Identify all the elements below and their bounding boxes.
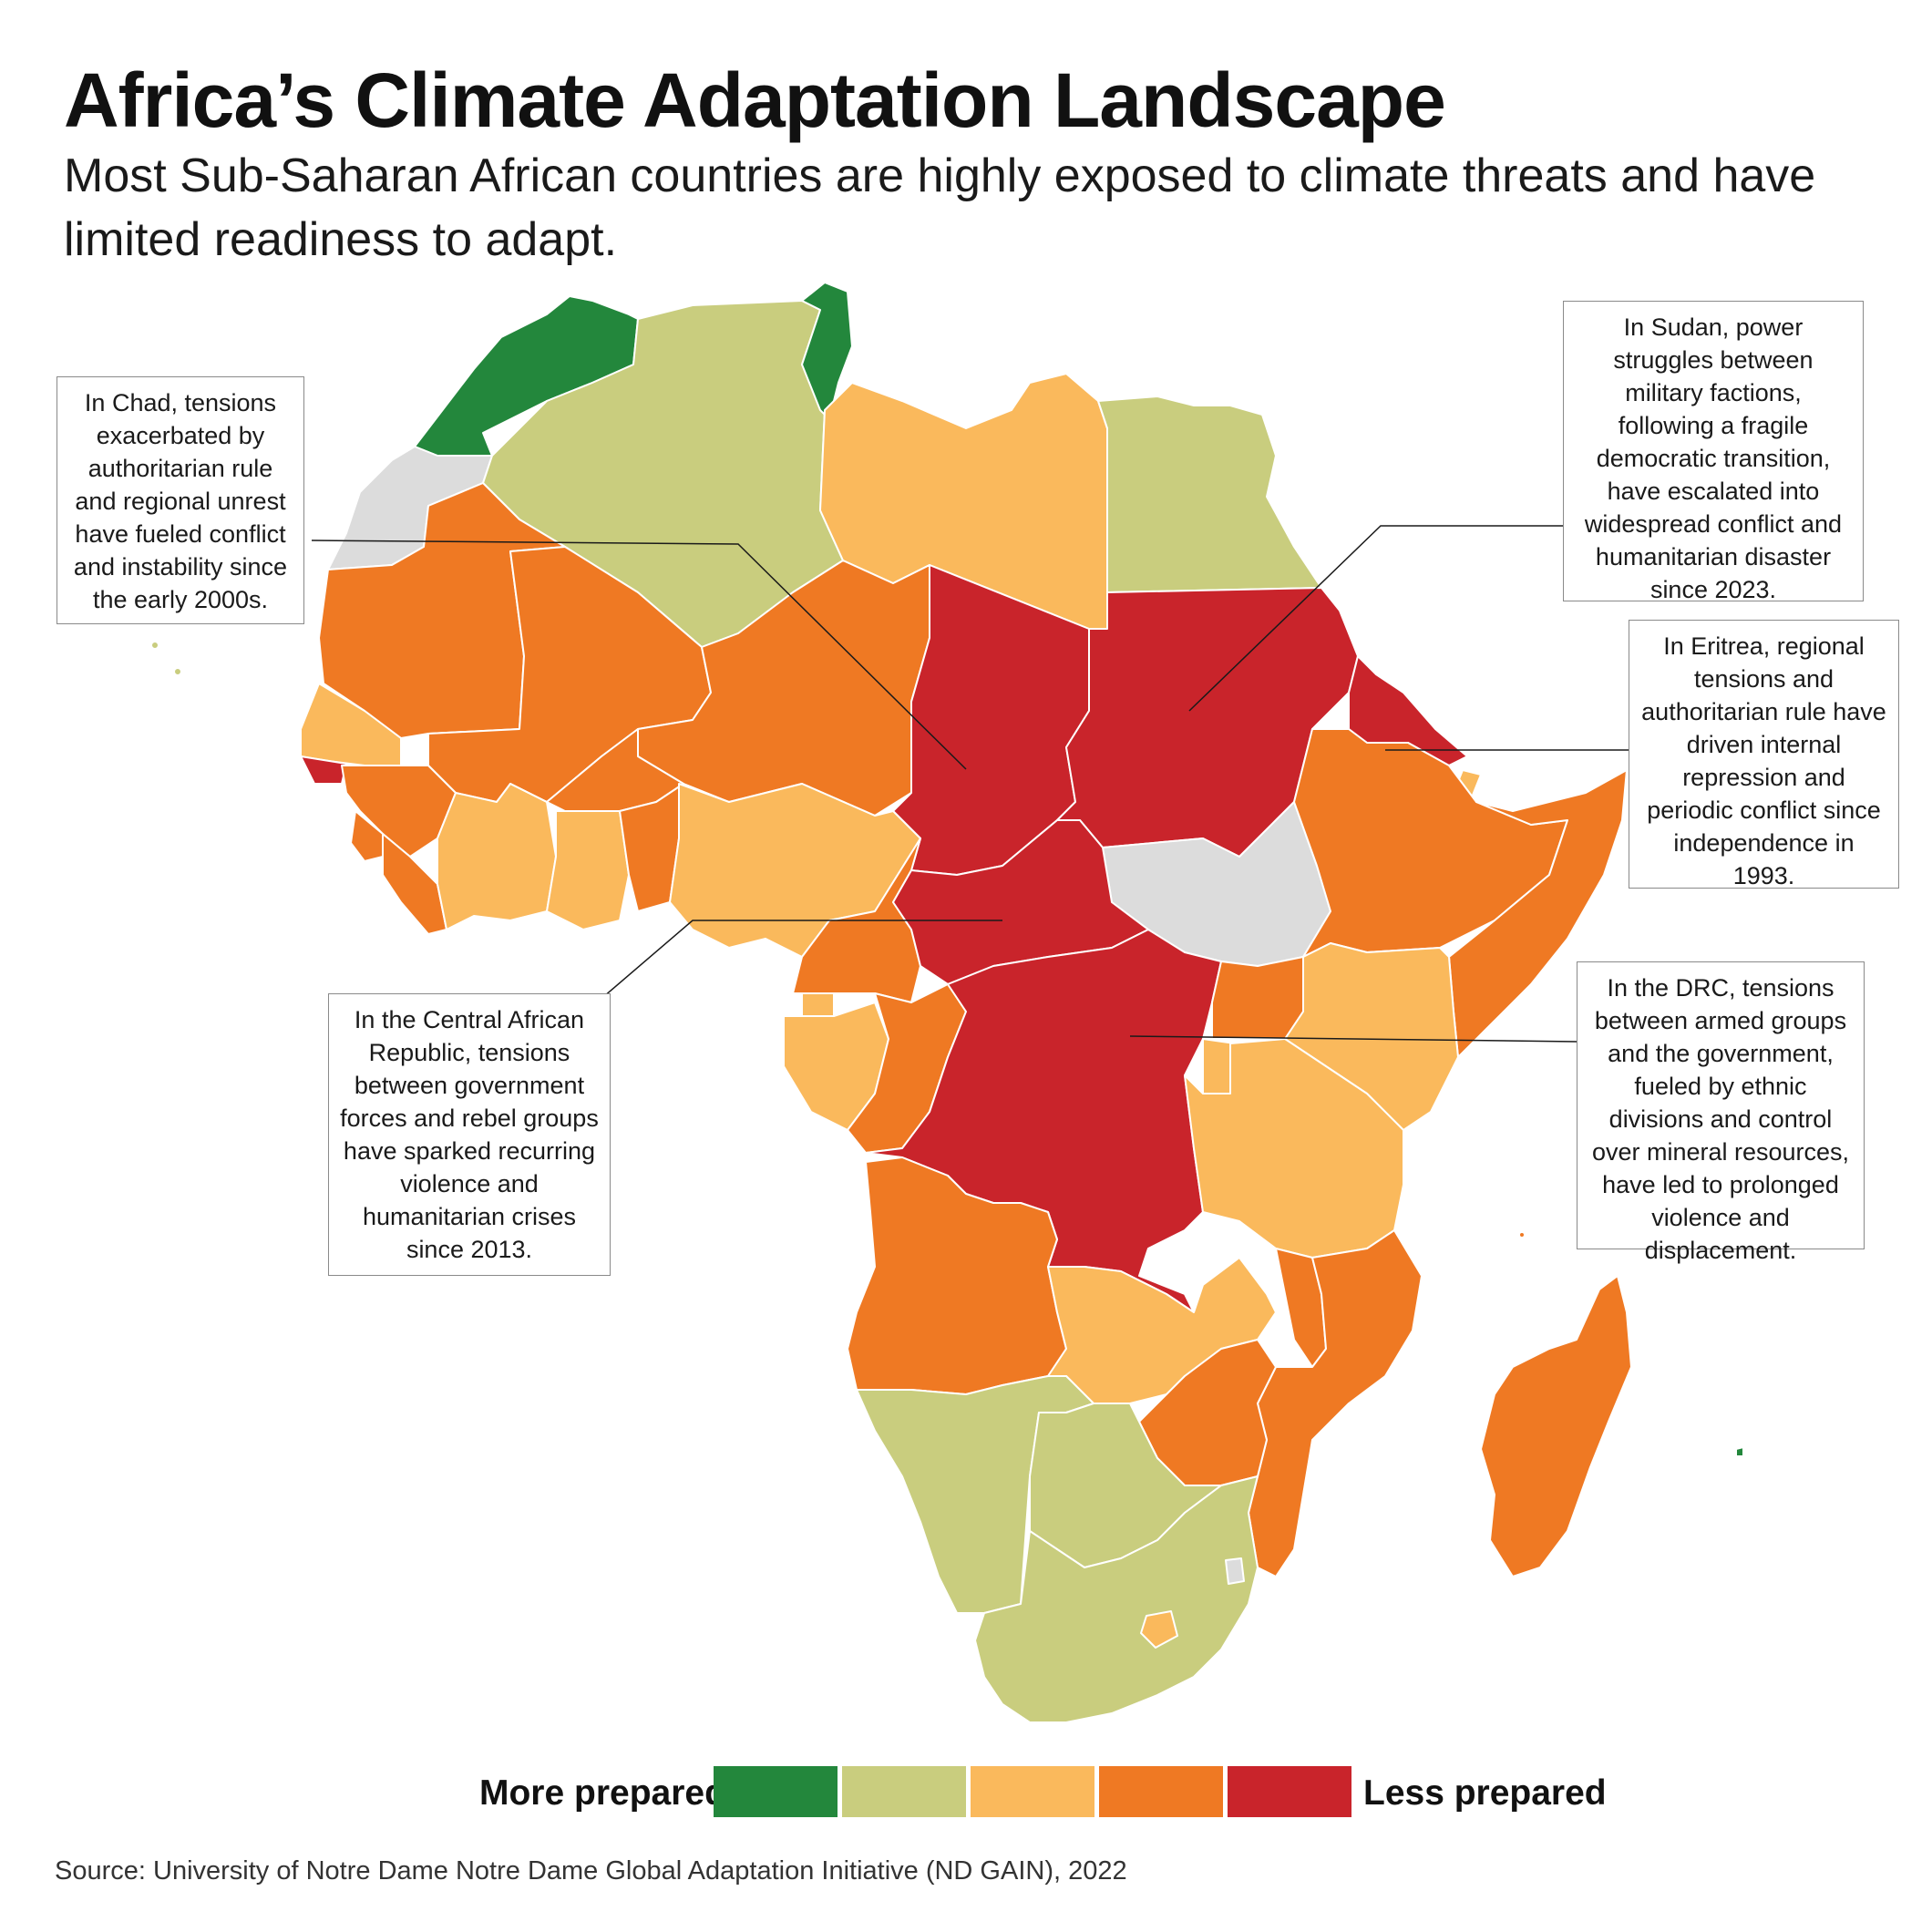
region-cape-verde[interactable]: [150, 641, 159, 650]
region-equatorial-guinea[interactable]: [801, 992, 835, 1017]
callout-eritrea: In Eritrea, regional tensions and author…: [1629, 620, 1899, 889]
legend-swatch-level-2: [842, 1766, 966, 1817]
region-egypt[interactable]: [1097, 396, 1322, 593]
source-note: Source: University of Notre Dame Notre D…: [55, 1856, 1127, 1886]
legend-swatch-level-3: [971, 1766, 1094, 1817]
page-title: Africa’s Climate Adaptation Landscape: [64, 57, 1446, 143]
region-south-africa[interactable]: [974, 1475, 1259, 1723]
region-ivory-coast[interactable]: [437, 783, 557, 930]
region-cape-verde-2[interactable]: [173, 667, 182, 676]
leader-line-chad: [311, 540, 967, 770]
region-mauritius[interactable]: [1735, 1446, 1744, 1457]
region-ghana[interactable]: [546, 810, 630, 930]
legend-label-more-prepared: More prepared: [479, 1773, 726, 1813]
legend-swatch-level-5: [1228, 1766, 1351, 1817]
region-eswatini[interactable]: [1225, 1557, 1245, 1585]
region-niger[interactable]: [637, 560, 930, 817]
legend-swatch-level-1: [714, 1766, 838, 1817]
callout-drc: In the DRC, tensions between armed group…: [1577, 961, 1865, 1264]
region-mozambique[interactable]: [1248, 1229, 1423, 1577]
region-guinea-bissau[interactable]: [300, 755, 347, 785]
callout-car: In the Central African Republic, tension…: [328, 993, 611, 1276]
callout-sudan: In Sudan, power struggles between milita…: [1563, 301, 1864, 603]
leader-line-sudan: [1188, 525, 1563, 712]
region-somalia[interactable]: [1448, 769, 1628, 1058]
region-sierra-leone[interactable]: [350, 810, 384, 862]
callout-chad: In Chad, tensions exacerbated by authori…: [57, 376, 304, 624]
region-liberia[interactable]: [382, 833, 447, 935]
region-lesotho[interactable]: [1140, 1610, 1178, 1649]
region-madagascar[interactable]: [1480, 1275, 1632, 1577]
legend-swatch-level-4: [1099, 1766, 1223, 1817]
region-uganda[interactable]: [1211, 956, 1304, 1040]
leader-line-drc: [1129, 1035, 1577, 1043]
legend-label-less-prepared: Less prepared: [1363, 1773, 1607, 1813]
page-subtitle: Most Sub-Saharan African countries are h…: [64, 149, 1816, 266]
region-ethiopia[interactable]: [1293, 728, 1568, 958]
legend: More prepared Less prepared: [0, 1766, 1932, 1821]
region-comoros[interactable]: [1518, 1231, 1526, 1238]
region-guinea[interactable]: [341, 765, 457, 858]
